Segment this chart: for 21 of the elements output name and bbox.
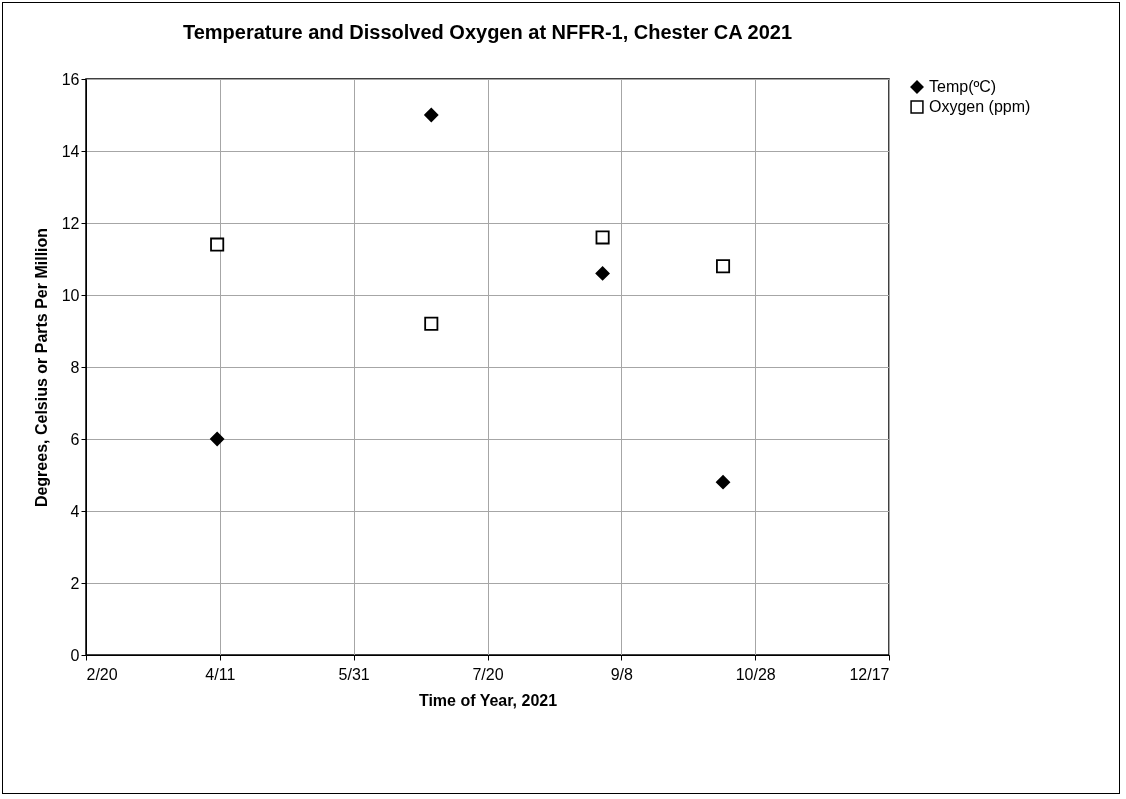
y-tick-label: 2 [70,574,80,592]
y-tick-label: 16 [61,70,80,88]
x-tick-label: 5/31 [338,665,370,683]
x-tick-label: 10/28 [735,665,776,683]
y-axis-title: Degrees, Celsius or Parts Per Million [32,227,50,508]
x-tick-label: 12/17 [849,665,890,683]
x-tick-label: 7/20 [472,665,504,683]
y-tick-label: 0 [70,646,80,664]
x-axis-title: Time of Year, 2021 [418,691,558,709]
y-tick-label: 6 [70,430,80,448]
legend-label: Temp(ºC) [929,78,997,95]
y-tick-label: 4 [70,502,80,520]
y-tick-label: 12 [61,214,80,232]
y-tick-label: 14 [61,142,80,160]
chart-title: Temperature and Dissolved Oxygen at NFFR-1, Chester CA 2021 [182,21,793,43]
x-tick-label: 4/11 [205,665,236,683]
y-tick-label: 8 [70,358,80,376]
x-tick-label: 9/8 [610,665,634,683]
x-tick-label: 2/20 [86,665,118,683]
y-tick-label: 10 [61,286,80,304]
legend-label: Oxygen (ppm) [929,98,1031,115]
